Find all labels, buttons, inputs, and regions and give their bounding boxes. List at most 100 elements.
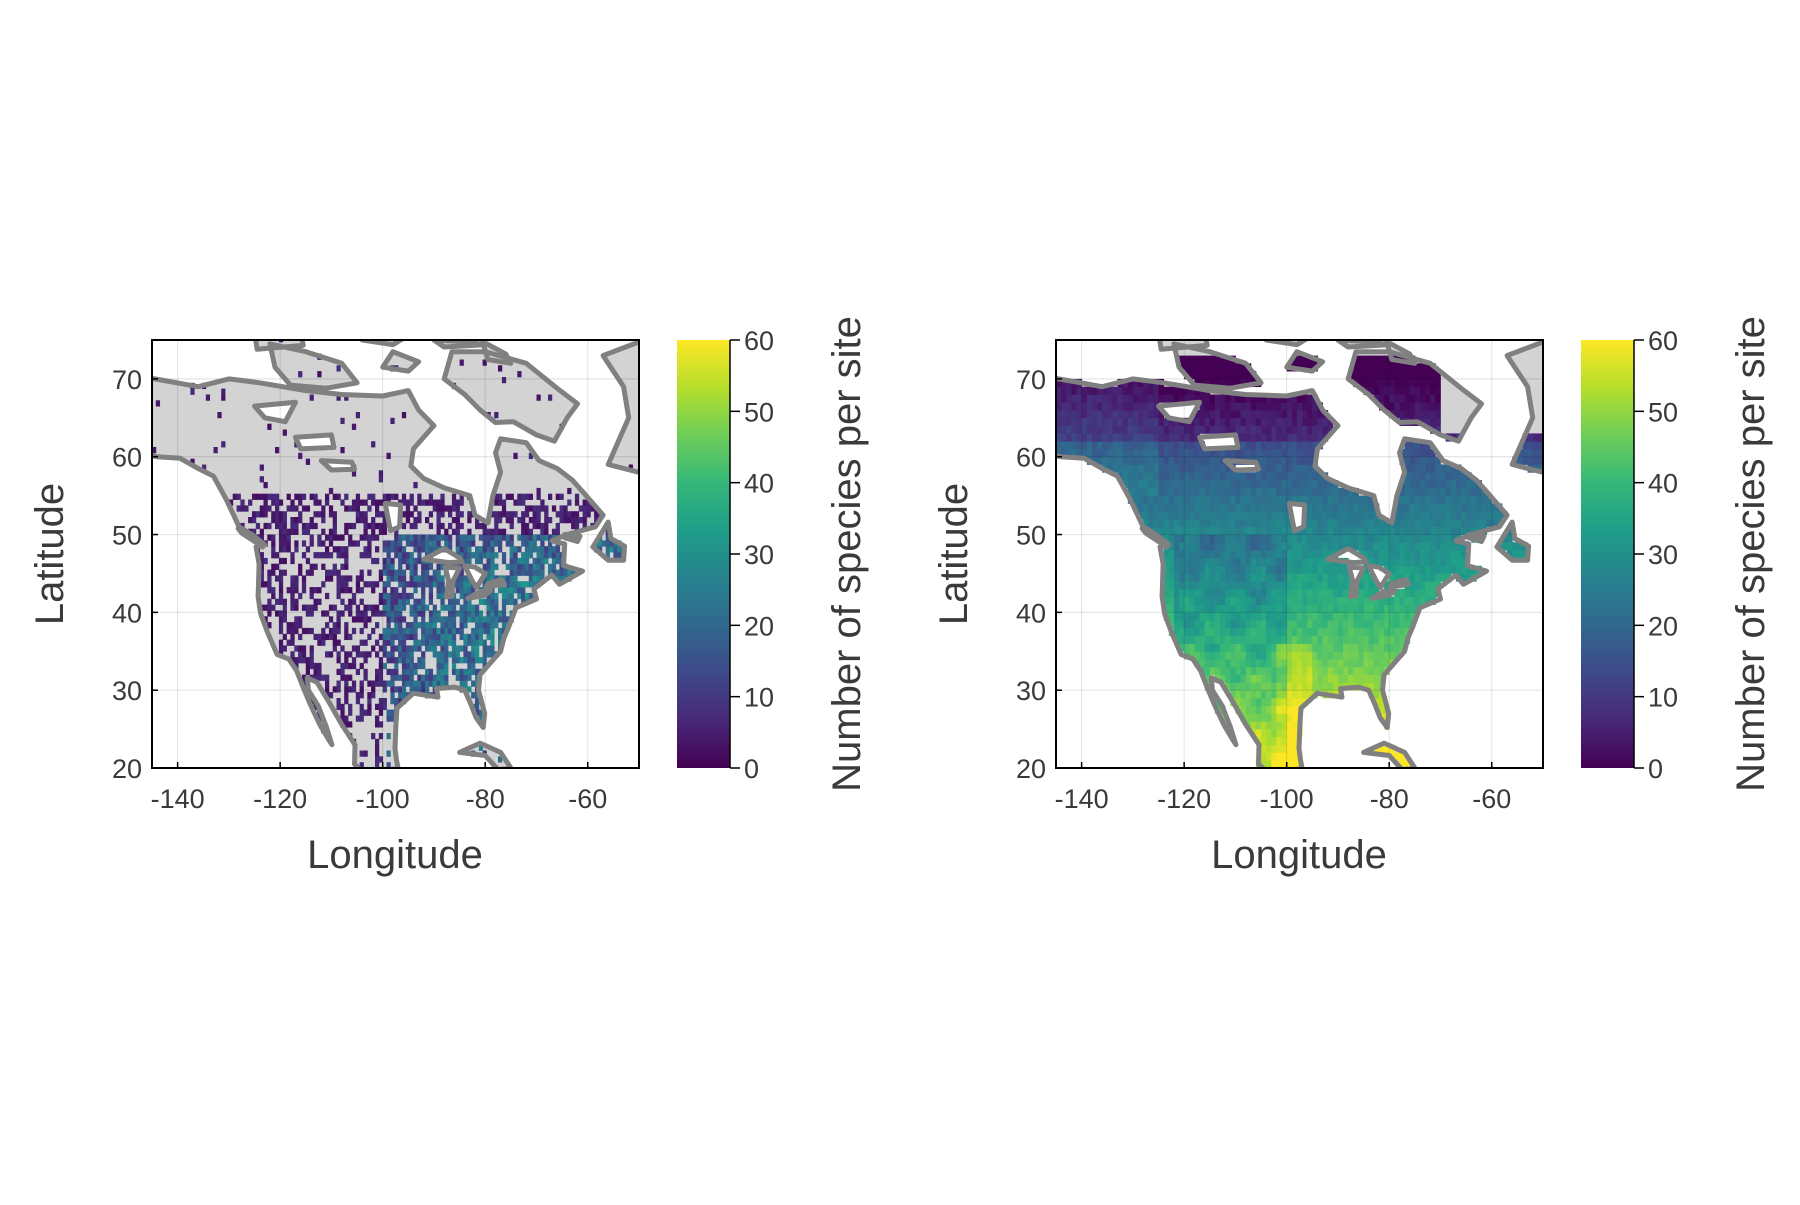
species-cell [1404,627,1411,637]
species-cell [1189,573,1195,582]
species-cell [571,517,576,524]
species-cell [1404,441,1411,450]
species-cell [398,563,403,570]
species-cell [1271,651,1277,660]
x-tick-label: -60 [568,784,607,814]
species-cell [417,680,422,687]
x-tick-label: -120 [1157,784,1211,814]
species-cell [409,563,414,570]
species-cell [490,563,495,570]
species-cell [371,499,376,506]
species-cell [1502,542,1508,551]
species-cell [375,581,380,588]
species-cell [1179,456,1185,465]
species-cell [1358,581,1365,590]
species-cell [1245,534,1252,543]
species-cell [455,587,460,594]
species-cell [1235,573,1241,582]
species-cell [1343,643,1349,652]
species-cell [1240,378,1247,388]
coastline-path [590,519,628,563]
species-cell [394,616,399,623]
species-cell [421,651,426,658]
species-cell [390,686,395,693]
species-cell [1322,643,1329,652]
species-cell [228,499,234,506]
species-cell [417,552,422,559]
species-cell [1404,472,1411,481]
species-cell [394,633,399,641]
species-cell [413,517,418,524]
species-cell [509,493,514,500]
species-cell [1291,472,1298,481]
species-cell [594,517,599,524]
species-cell [1312,519,1318,528]
species-cell [1389,394,1395,403]
species-cell [501,598,507,605]
species-cell [1409,519,1416,528]
species-cell [436,592,441,600]
species-cell [1430,394,1436,403]
species-cell [1379,705,1385,714]
species-cell [278,340,284,343]
species-cell [1363,526,1370,535]
species-cell [298,511,303,518]
species-cell [1245,659,1252,668]
coastline-path [480,340,514,366]
species-cell [490,569,495,576]
species-cell [1343,503,1349,512]
species-cell [386,610,391,617]
species-cell [382,587,387,594]
species-cell [1368,581,1375,590]
species-cell [1189,511,1195,520]
species-cell [390,627,395,635]
species-cell [271,563,276,570]
species-cell [282,569,287,576]
species-cell [1230,402,1236,411]
species-cell [1296,643,1303,652]
species-cell [1440,565,1447,574]
species-cell [1481,511,1488,520]
species-cell [1296,596,1303,605]
species-cell [355,610,361,617]
species-cell [1148,464,1154,473]
species-cell [1199,363,1206,372]
species-cell [1097,456,1103,465]
species-cell [1240,643,1247,652]
species-cell [1220,519,1226,528]
species-cell [1230,378,1236,388]
species-cell [1266,690,1272,699]
species-cell [340,546,345,553]
species-cell [375,534,380,541]
species-cell [298,517,303,524]
species-cell [1332,643,1339,652]
species-cell [432,540,437,547]
species-cell [444,674,449,681]
species-cell [1286,526,1293,535]
species-cell [390,540,395,547]
species-cell [1435,565,1441,574]
species-cell [313,552,318,559]
species-cell [1250,635,1257,644]
species-cell [1056,417,1062,426]
species-cell [1194,596,1200,605]
species-cell [532,505,537,512]
species-cell [428,610,434,617]
species-cell [1379,557,1385,567]
species-cell [451,616,457,623]
species-cell [1235,651,1241,660]
species-cell [1420,581,1426,590]
species-cell [482,540,487,547]
species-cell [1194,394,1200,403]
species-cell [1317,425,1323,434]
species-cell [321,528,326,535]
species-cell [428,668,434,676]
species-cell [1194,589,1200,598]
species-cell [290,581,295,588]
species-cell [1127,417,1134,426]
species-cell [378,592,384,600]
species-cell [355,493,361,500]
species-cell [1112,386,1118,395]
species-cell [1379,378,1385,388]
species-cell [252,511,257,518]
